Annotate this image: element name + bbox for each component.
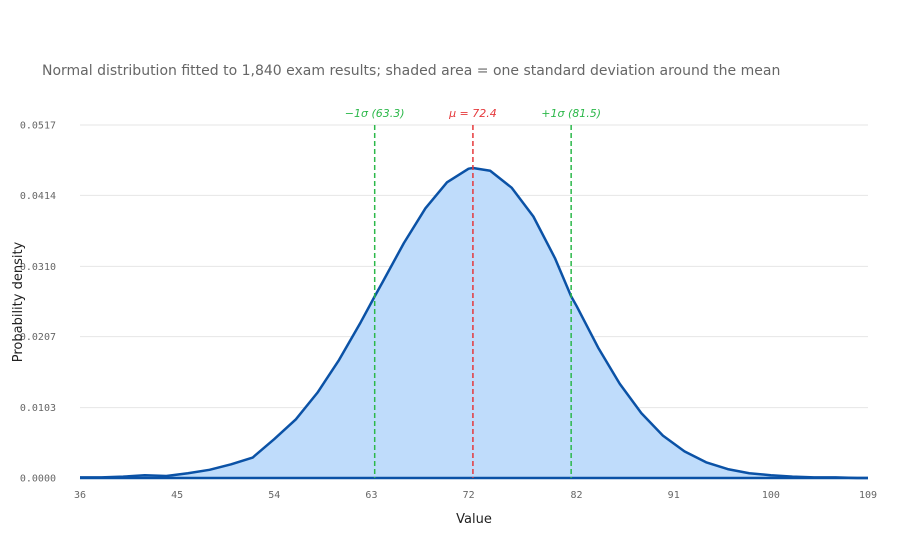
x-tick-labels: 36 45 54 63 72 82 91 100 109 [74, 490, 877, 501]
plot-area [79, 166, 868, 480]
y-tick-label: 0.0207 [20, 332, 56, 343]
y-tick-label: 0.0103 [20, 403, 56, 414]
x-tick-label: 100 [762, 490, 780, 501]
density-area [80, 168, 868, 478]
annotation-label: μ = 72.4 [448, 107, 497, 120]
x-tick-label: 54 [268, 490, 280, 501]
annotation-label: +1σ (81.5) [541, 107, 601, 120]
chart-title: Normal distribution fitted to 1,840 exam… [42, 63, 780, 79]
annotation-lines: −1σ (63.3) μ = 72.4 +1σ (81.5) [345, 107, 601, 478]
x-tick-label: 45 [171, 490, 183, 501]
y-tick-labels: 0.0000 0.0103 0.0207 0.0310 0.0414 0.0517 [20, 121, 56, 485]
x-tick-label: 72 [463, 490, 475, 501]
x-tick-label: 91 [668, 490, 680, 501]
y-tick-label: 0.0310 [20, 262, 56, 273]
y-axis-label: Probability density [11, 241, 26, 362]
x-tick-label: 82 [571, 490, 583, 501]
y-tick-label: 0.0000 [20, 474, 56, 485]
x-axis-label: Value [456, 512, 492, 527]
x-tick-label: 109 [859, 490, 877, 501]
x-tick-label: 63 [365, 490, 377, 501]
y-tick-label: 0.0517 [20, 121, 56, 132]
y-tick-label: 0.0414 [20, 191, 56, 202]
annotation-label: −1σ (63.3) [345, 107, 405, 120]
x-tick-label: 36 [74, 490, 86, 501]
